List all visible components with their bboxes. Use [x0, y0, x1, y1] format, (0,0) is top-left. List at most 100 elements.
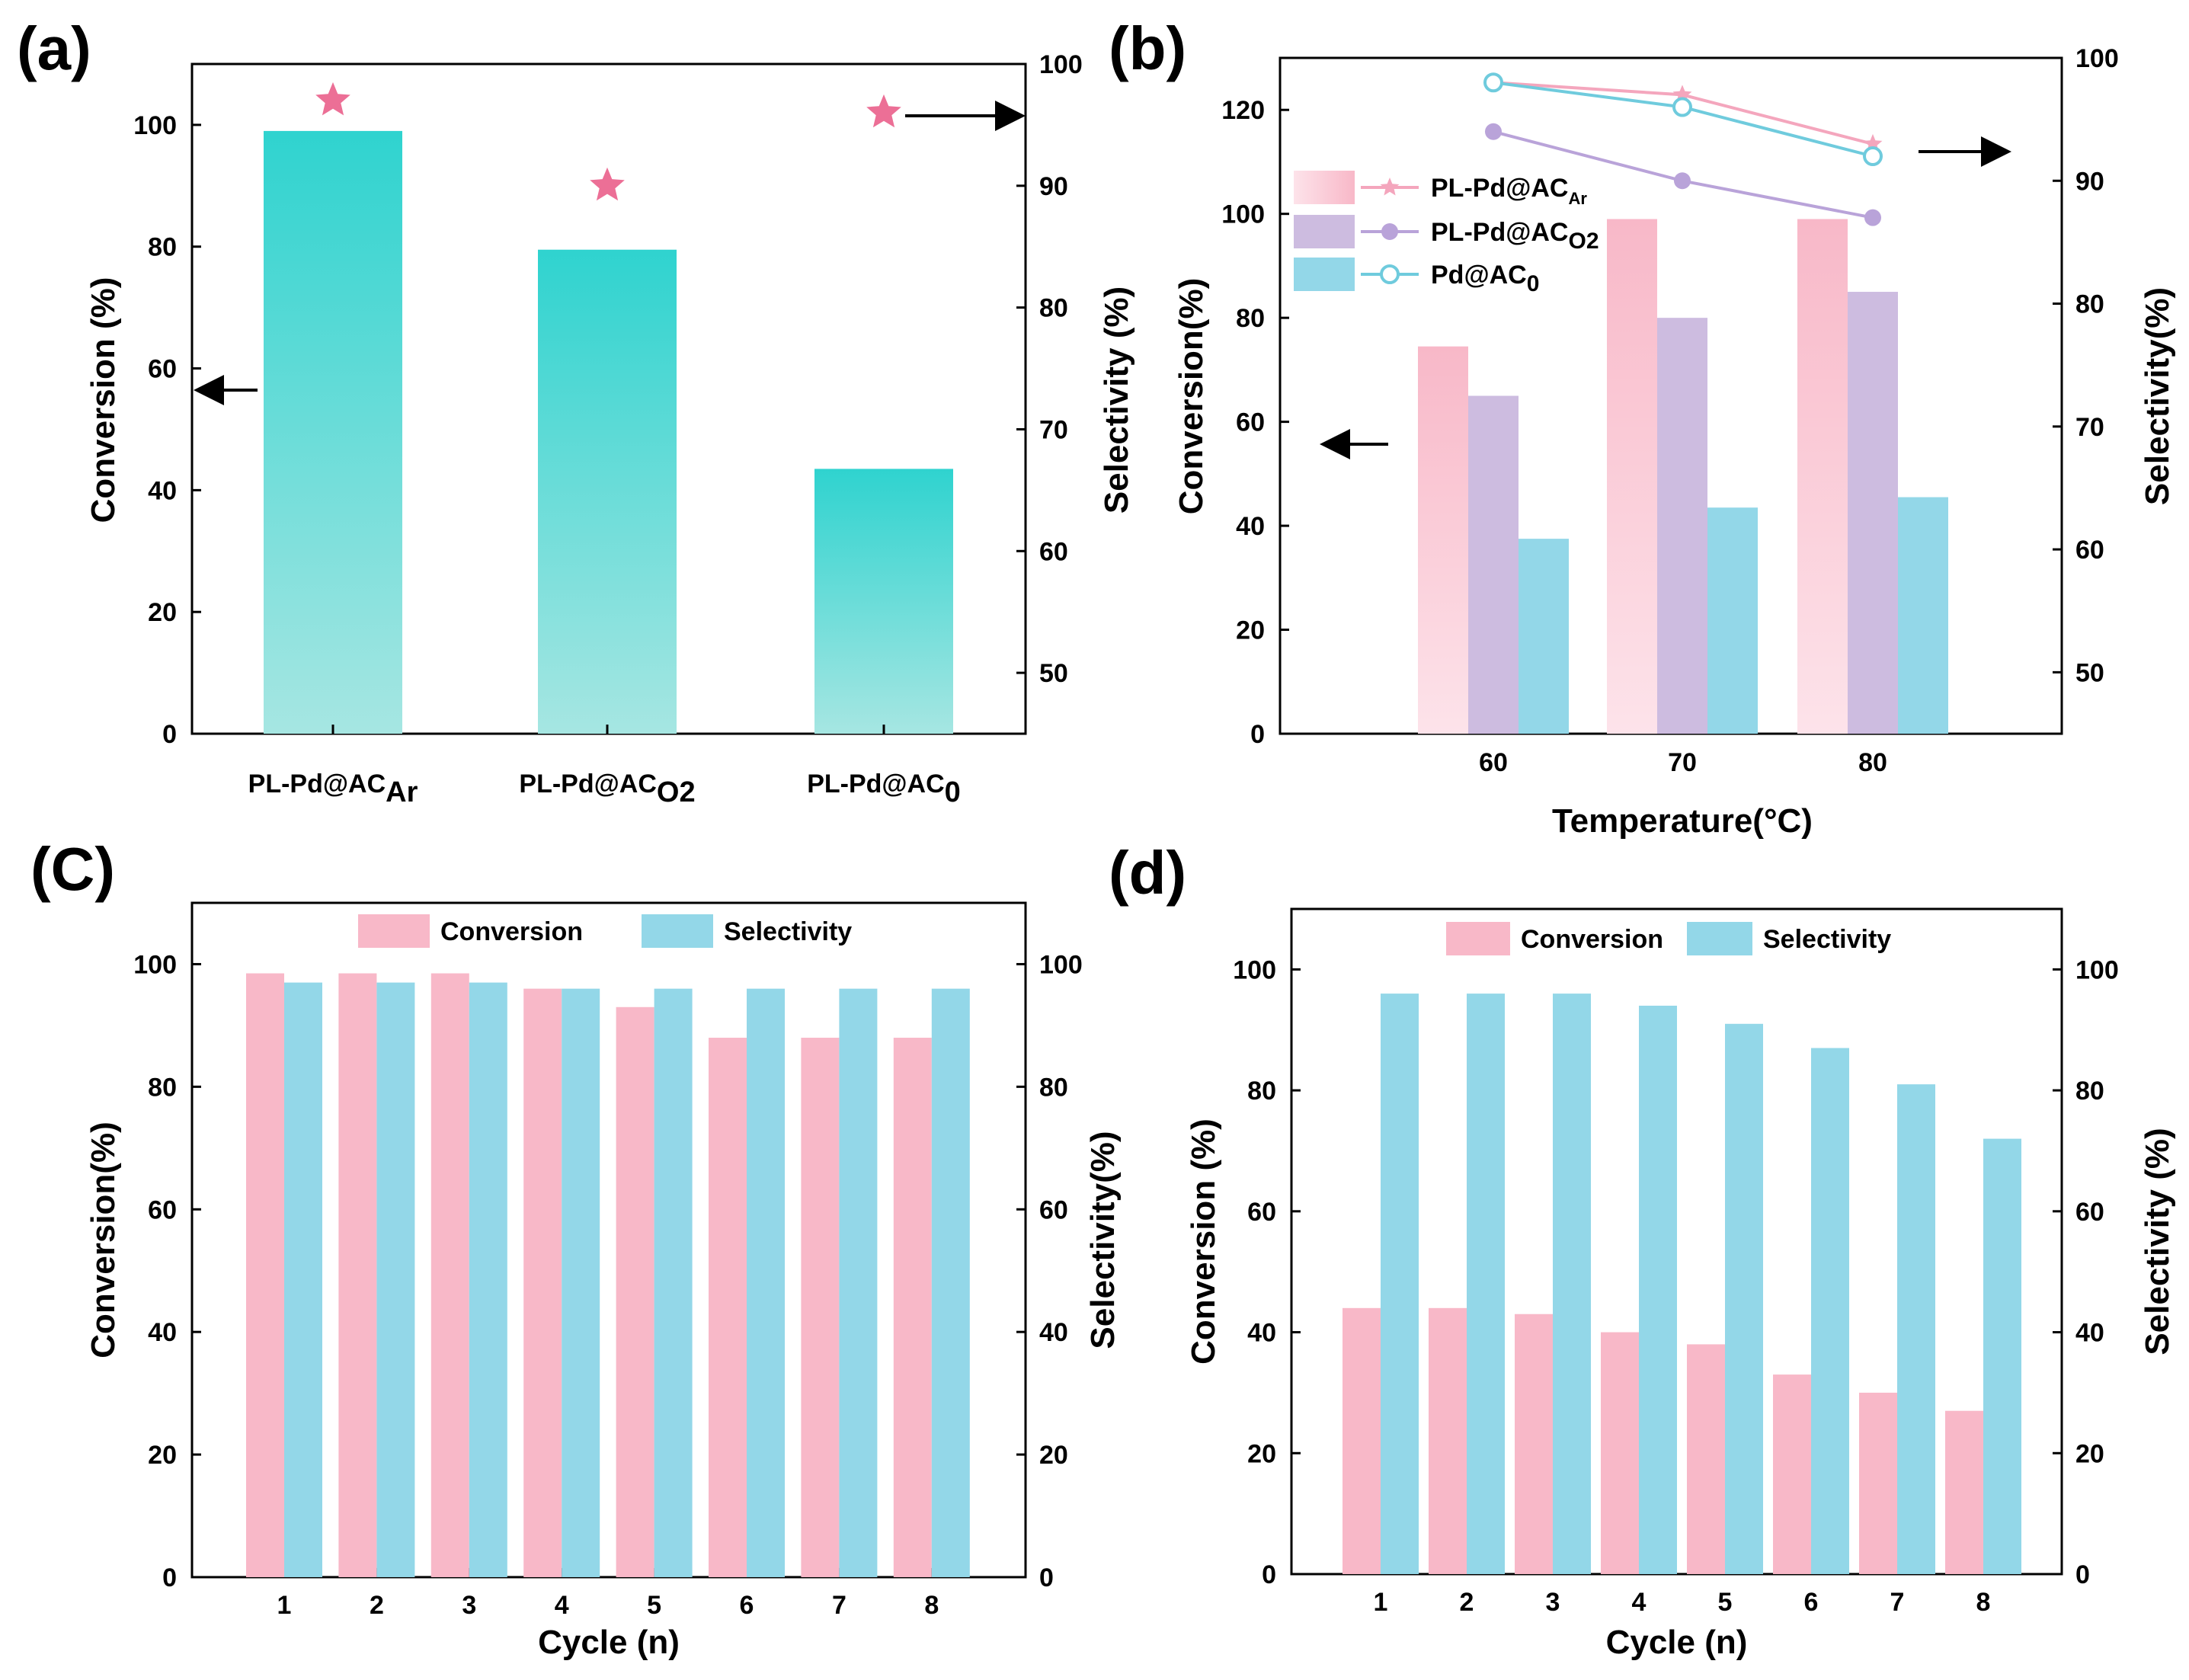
y2-tick-label-b-60: 60	[2075, 536, 2104, 565]
bar-c-selectivity-0	[284, 982, 322, 1577]
star-a-selectivity-2	[866, 94, 901, 128]
bar-d-selectivity-6	[1897, 1084, 1935, 1574]
star-a-selectivity-0	[315, 82, 350, 116]
y-tick-label-b-80: 80	[1236, 304, 1265, 333]
y-tick-label-c-20: 20	[148, 1441, 177, 1470]
x-tick-label-a-2: PL-Pd@AC0	[807, 770, 961, 808]
y2-axis-title-a: Selectivity (%)	[1098, 286, 1135, 514]
y-tick-label-c-100: 100	[133, 950, 177, 979]
y2-axis-title-d: Selectivity (%)	[2139, 1128, 2176, 1355]
bar-d-conversion-1	[1429, 1307, 1467, 1574]
bar-b-series2-1	[1707, 507, 1758, 734]
bar-c-selectivity-5	[747, 988, 785, 1577]
bar-b-series0-2	[1797, 219, 1848, 734]
y2-tick-label-a-90: 90	[1039, 172, 1068, 201]
y-tick-label-c-80: 80	[148, 1073, 177, 1102]
x-tick-label-b-2: 80	[1858, 748, 1887, 777]
legend-b-swatch-0	[1294, 171, 1355, 204]
bar-a-conversion-2	[814, 469, 953, 734]
y2-tick-label-a-50: 50	[1039, 659, 1068, 688]
x-tick-label-a-0: PL-Pd@ACAr	[248, 770, 418, 808]
y-tick-label-c-40: 40	[148, 1318, 177, 1347]
y2-tick-label-d-80: 80	[2075, 1077, 2104, 1106]
y-tick-label-d-60: 60	[1247, 1198, 1276, 1227]
legend-b-label-2: Pd@AC0	[1431, 261, 1539, 296]
bar-d-conversion-3	[1601, 1332, 1639, 1574]
legend-c-label-1: Selectivity	[724, 917, 852, 946]
y-tick-label-b-120: 120	[1221, 96, 1265, 125]
x-tick-label-d-7: 8	[1976, 1588, 1991, 1617]
legend-b-marker-2	[1380, 264, 1400, 284]
y2-tick-label-a-60: 60	[1039, 537, 1068, 566]
y2-tick-label-c-40: 40	[1039, 1318, 1068, 1347]
y-tick-label-d-20: 20	[1247, 1439, 1276, 1468]
bar-c-selectivity-4	[654, 988, 693, 1577]
x-tick-label-c-5: 6	[740, 1591, 754, 1620]
y2-tick-label-c-80: 80	[1039, 1073, 1068, 1102]
x-tick-label-c-2: 3	[462, 1591, 476, 1620]
x-axis-title-d: Cycle (n)	[1606, 1624, 1748, 1661]
bar-c-conversion-1	[338, 973, 377, 1577]
y-tick-label-d-80: 80	[1247, 1077, 1276, 1106]
x-tick-label-d-3: 4	[1632, 1588, 1647, 1617]
legend-b-label-0: PL-Pd@ACAr	[1431, 174, 1587, 208]
marker-b-series0-1	[1672, 85, 1692, 103]
y-tick-label-c-60: 60	[148, 1195, 177, 1224]
y-axis-title-b: Conversion(%)	[1173, 278, 1210, 514]
legend-b-marker-0	[1380, 178, 1400, 196]
bar-c-conversion-3	[523, 988, 562, 1577]
bar-d-selectivity-1	[1467, 994, 1505, 1574]
legend-d-swatch-0	[1446, 922, 1510, 955]
bar-c-selectivity-3	[562, 988, 600, 1577]
y-tick-label-b-0: 0	[1250, 720, 1265, 749]
y2-tick-label-c-100: 100	[1039, 950, 1083, 979]
legend-d-label-1: Selectivity	[1763, 925, 1891, 954]
bar-c-conversion-5	[709, 1038, 747, 1577]
x-tick-label-d-6: 7	[1890, 1588, 1905, 1617]
x-tick-label-c-7: 8	[924, 1591, 939, 1620]
y2-tick-label-d-0: 0	[2075, 1560, 2090, 1589]
marker-b-series1-0	[1485, 123, 1502, 140]
bar-c-conversion-4	[616, 1006, 654, 1577]
x-tick-label-c-1: 2	[370, 1591, 384, 1620]
bar-d-selectivity-4	[1725, 1023, 1763, 1574]
bar-b-series2-2	[1898, 497, 1948, 734]
star-a-selectivity-1	[590, 167, 625, 201]
marker-b-series1-2	[1864, 209, 1881, 226]
y2-tick-label-a-80: 80	[1039, 294, 1068, 323]
y-tick-label-b-60: 60	[1236, 408, 1265, 437]
bar-b-series0-1	[1607, 219, 1657, 734]
y2-axis-title-b: Selectivity(%)	[2139, 287, 2176, 505]
bar-d-selectivity-5	[1811, 1048, 1849, 1574]
x-tick-label-d-4: 5	[1718, 1588, 1733, 1617]
legend-b-label-1: PL-Pd@ACO2	[1431, 218, 1599, 254]
legend-c-label-0: Conversion	[440, 917, 583, 946]
y2-tick-label-b-90: 90	[2075, 167, 2104, 196]
bar-a-conversion-1	[538, 249, 677, 734]
bar-d-conversion-6	[1859, 1392, 1897, 1574]
x-tick-label-d-2: 3	[1546, 1588, 1560, 1617]
y2-tick-label-a-70: 70	[1039, 415, 1068, 444]
bar-d-selectivity-2	[1553, 994, 1591, 1574]
bar-c-conversion-0	[246, 973, 284, 1577]
x-tick-label-c-3: 4	[555, 1591, 569, 1620]
y-tick-label-a-20: 20	[148, 598, 177, 627]
legend-b-swatch-1	[1294, 215, 1355, 248]
bar-d-conversion-2	[1515, 1314, 1553, 1574]
legend-c-swatch-0	[358, 914, 430, 948]
bar-b-series1-2	[1848, 292, 1898, 734]
bar-c-selectivity-6	[839, 988, 878, 1577]
legend-d-swatch-1	[1687, 922, 1752, 955]
y2-tick-label-d-60: 60	[2075, 1198, 2104, 1227]
x-tick-label-c-0: 1	[277, 1591, 292, 1620]
x-axis-title-b: Temperature(°C)	[1552, 802, 1813, 840]
y-tick-label-a-40: 40	[148, 476, 177, 505]
x-tick-label-b-1: 70	[1668, 748, 1697, 777]
y2-tick-label-d-100: 100	[2075, 955, 2119, 984]
y2-tick-label-d-40: 40	[2075, 1319, 2104, 1348]
bar-c-conversion-2	[430, 973, 469, 1577]
y2-tick-label-a-100: 100	[1039, 50, 1083, 79]
y-tick-label-b-20: 20	[1236, 616, 1265, 645]
y-axis-title-c: Conversion(%)	[85, 1122, 122, 1358]
bar-d-conversion-4	[1687, 1344, 1725, 1574]
